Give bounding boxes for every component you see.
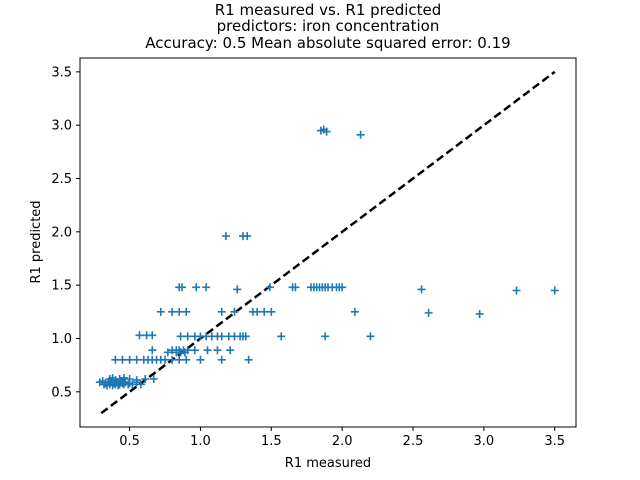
data-point [338, 283, 347, 292]
data-point [183, 332, 192, 341]
x-tick-label: 3.5 [544, 434, 565, 449]
data-point [114, 381, 123, 390]
data-point [168, 307, 177, 316]
y-tick-label: 1.5 [51, 279, 72, 294]
y-tick-label: 2.0 [51, 225, 72, 240]
chart-title-line-1: R1 measured vs. R1 predicted [215, 1, 442, 19]
data-point [366, 332, 375, 341]
data-point [182, 355, 191, 364]
data-point [118, 355, 127, 364]
data-point [244, 355, 253, 364]
data-point [148, 331, 157, 340]
chart-title-line-3: Accuracy: 0.5 Mean absolute squared erro… [145, 34, 510, 52]
y-axis-label: R1 predicted [29, 200, 44, 283]
data-point [156, 307, 165, 316]
data-point [321, 332, 330, 341]
data-point [512, 286, 521, 295]
data-point [148, 346, 157, 355]
data-point [176, 332, 185, 341]
data-point [175, 355, 184, 364]
data-point [217, 355, 226, 364]
data-point [178, 283, 187, 292]
data-point [168, 355, 177, 364]
data-point [350, 307, 359, 316]
data-point [125, 375, 134, 384]
data-point [125, 355, 134, 364]
x-tick-label: 2.0 [332, 434, 353, 449]
y-tick-label: 3.0 [51, 119, 72, 134]
points-layer [95, 125, 559, 390]
x-axis-ticks: 0.5 1.0 1.5 2.0 2.5 3.0 3.5 [119, 427, 565, 449]
x-tick-label: 1.0 [190, 434, 211, 449]
data-point [291, 283, 300, 292]
data-point [260, 307, 269, 316]
data-point [202, 283, 211, 292]
data-point [277, 332, 286, 341]
data-point [111, 355, 120, 364]
x-tick-label: 0.5 [119, 434, 140, 449]
data-point [265, 283, 274, 292]
data-point [136, 380, 145, 389]
data-point [161, 355, 170, 364]
data-point [217, 307, 226, 316]
data-point [175, 307, 184, 316]
data-point [217, 332, 226, 341]
data-point [241, 332, 250, 341]
data-point [424, 308, 433, 317]
reference-line-layer [100, 70, 556, 415]
data-point [322, 127, 331, 136]
data-point [230, 307, 239, 316]
data-point [196, 355, 205, 364]
data-point [221, 232, 230, 241]
data-point [132, 376, 141, 385]
data-point [180, 348, 189, 357]
data-point [213, 346, 222, 355]
data-point [203, 346, 212, 355]
y-axis-ticks: 0.5 1.0 1.5 2.0 2.5 3.0 3.5 [51, 65, 80, 400]
reference-line [100, 70, 556, 415]
data-point [128, 380, 137, 389]
data-point [132, 355, 141, 364]
data-point [417, 285, 426, 294]
x-tick-label: 1.5 [261, 434, 282, 449]
x-tick-label: 2.5 [403, 434, 424, 449]
data-point [119, 373, 128, 382]
data-point [253, 307, 262, 316]
data-point [226, 346, 235, 355]
data-point [149, 375, 158, 384]
plot-frame [79, 57, 577, 428]
data-point [141, 375, 150, 384]
x-axis-label: R1 measured [285, 456, 371, 471]
y-tick-label: 1.0 [51, 332, 72, 347]
chart-title-line-2: predictors: iron concentration [217, 17, 440, 35]
y-tick-label: 0.5 [51, 385, 72, 400]
x-tick-label: 3.0 [474, 434, 495, 449]
data-point [182, 307, 191, 316]
data-point [475, 309, 484, 318]
y-tick-label: 2.5 [51, 172, 72, 187]
y-tick-label: 3.5 [51, 65, 72, 80]
data-point [267, 307, 276, 316]
data-point [550, 286, 559, 295]
data-point [243, 232, 252, 241]
data-point [233, 285, 242, 294]
data-point [356, 130, 365, 139]
data-point [115, 375, 124, 384]
data-point [135, 331, 144, 340]
data-point [190, 346, 199, 355]
data-point [192, 283, 201, 292]
data-point [163, 348, 172, 357]
data-point [111, 376, 120, 385]
